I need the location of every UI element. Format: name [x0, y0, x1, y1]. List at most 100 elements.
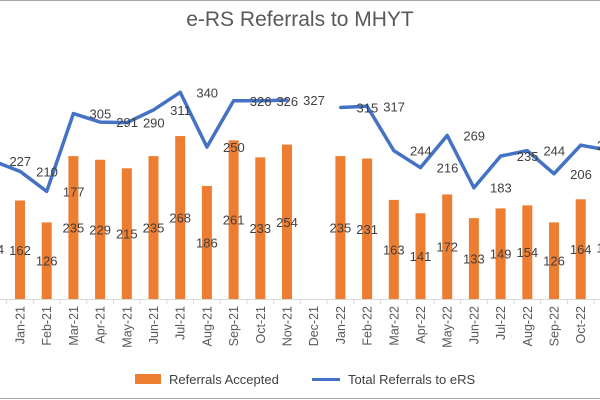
legend-swatch-line [312, 377, 340, 381]
line-data-label: 177 [63, 184, 85, 199]
line-data-label: 250 [223, 140, 245, 155]
bar-data-label: 186 [196, 235, 218, 250]
x-tick-label: Jun-21 [147, 306, 161, 344]
line-data-label: 290 [143, 116, 165, 131]
bar-referrals-accepted[interactable] [121, 168, 132, 299]
line-data-label: 244 [543, 144, 565, 159]
bar-data-label: 163 [383, 242, 405, 257]
x-tick-label: Sep-22 [548, 306, 562, 346]
x-tick-label: Feb-22 [361, 306, 375, 346]
x-tick-label: Feb-21 [40, 306, 54, 346]
x-tick-label: Jul-21 [174, 306, 188, 340]
bar-referrals-accepted[interactable] [228, 140, 239, 299]
bar-referrals-accepted[interactable] [468, 218, 479, 299]
legend: Referrals Accepted Total Referrals to eR… [0, 370, 600, 388]
line-data-label: 340 [196, 85, 218, 100]
x-tick-label: Mar-22 [387, 306, 401, 346]
bar-referrals-accepted[interactable] [175, 136, 186, 299]
line-data-label: 326 [276, 94, 298, 109]
bar-referrals-accepted[interactable] [415, 213, 426, 299]
x-tick-label: Mar-21 [67, 306, 81, 346]
bar-data-label: 164 [570, 242, 592, 257]
bar-data-label: 261 [223, 213, 245, 228]
line-data-label: 311 [170, 103, 191, 118]
bar-referrals-accepted[interactable] [335, 156, 346, 299]
line-data-label: 305 [90, 107, 112, 122]
bar-data-label: 231 [356, 222, 378, 237]
line-data-label: 327 [303, 93, 325, 108]
x-tick-label: Nov-21 [281, 306, 295, 346]
bar-data-label: 215 [116, 227, 138, 242]
line-data-label: 210 [36, 164, 58, 179]
bar-referrals-accepted[interactable] [442, 194, 453, 299]
chart-title: e-RS Referrals to MHYT [186, 8, 414, 31]
bar-data-label: 149 [490, 247, 512, 262]
x-tick-label: Jun-22 [467, 306, 481, 344]
bar-data-label: 268 [169, 211, 191, 226]
legend-label: Total Referrals to eRS [348, 371, 476, 387]
line-data-label: 326 [250, 94, 272, 109]
line-data-label: 317 [383, 99, 405, 114]
x-tick-label: Dec-20 [0, 306, 1, 346]
line-data-label: 244 [410, 144, 432, 159]
x-tick-label: Jan-22 [334, 306, 348, 344]
bar-data-label: 126 [36, 254, 58, 269]
bar-referrals-accepted[interactable] [41, 222, 52, 299]
bar-referrals-accepted[interactable] [575, 199, 586, 299]
line-data-label: 227 [9, 154, 31, 169]
bar-referrals-accepted[interactable] [15, 200, 25, 299]
x-tick-label: Oct-22 [574, 306, 588, 344]
line-total-referrals[interactable] [340, 104, 600, 190]
legend-label: Referrals Accepted [169, 371, 279, 387]
bar-data-label: 170 [597, 240, 600, 255]
line-data-label: 269 [463, 128, 485, 143]
bar-referrals-accepted[interactable] [522, 205, 533, 299]
bar-data-label: 254 [276, 215, 298, 230]
bar-referrals-accepted[interactable] [68, 156, 79, 299]
x-tick-label: Aug-21 [200, 306, 214, 346]
bar-data-label: 126 [543, 254, 565, 269]
line-data-label: 183 [490, 181, 512, 196]
x-tick-label: Sep-21 [227, 306, 241, 346]
x-tick-label: May-21 [120, 306, 134, 348]
bar-data-label: 164 [0, 242, 4, 257]
bar-referrals-accepted[interactable] [362, 158, 373, 299]
x-tick-label: Oct-21 [254, 306, 268, 344]
bar-data-label: 235 [330, 221, 352, 236]
bar-referrals-accepted[interactable] [148, 156, 159, 299]
x-tick-label: May-22 [441, 306, 455, 348]
bar-data-label: 141 [410, 249, 432, 264]
x-tick-label: Jul-22 [494, 306, 508, 340]
line-total-referrals[interactable] [0, 90, 288, 194]
x-tick-label: Aug-22 [521, 306, 535, 346]
bar-referrals-accepted[interactable] [549, 222, 559, 299]
bar-data-label: 133 [463, 252, 485, 267]
bar-data-label: 233 [249, 221, 271, 236]
bar-referrals-accepted[interactable] [255, 157, 266, 299]
x-tick-label: Apr-22 [414, 306, 428, 344]
bar-referrals-accepted[interactable] [282, 144, 292, 299]
legend-swatch-bar [135, 374, 161, 384]
x-tick-label: Jan-21 [14, 306, 28, 344]
x-tick-label: Apr-21 [94, 306, 108, 344]
bar-referrals-accepted[interactable] [201, 185, 212, 299]
line-data-label: 291 [116, 115, 138, 130]
bar-data-label: 154 [516, 245, 538, 260]
line-data-label: 235 [517, 149, 539, 164]
bar-data-label: 235 [143, 221, 165, 236]
x-tick-label: Dec-21 [307, 306, 321, 346]
bar-data-label: 229 [89, 222, 111, 237]
bar-referrals-accepted[interactable] [95, 159, 106, 299]
bar-referrals-accepted[interactable] [495, 208, 506, 299]
line-data-label: 216 [437, 161, 459, 176]
bar-data-label: 162 [9, 243, 31, 258]
bar-data-label: 235 [63, 221, 85, 236]
line-data-label: 315 [357, 100, 379, 115]
line-data-label: 253 [597, 138, 600, 153]
legend-item-total-referrals[interactable]: Total Referrals to eRS [312, 370, 475, 388]
line-data-label: 206 [570, 167, 592, 182]
bar-data-label: 172 [436, 240, 458, 255]
legend-item-referrals-accepted[interactable]: Referrals Accepted [135, 370, 279, 388]
bar-referrals-accepted[interactable] [388, 199, 399, 299]
